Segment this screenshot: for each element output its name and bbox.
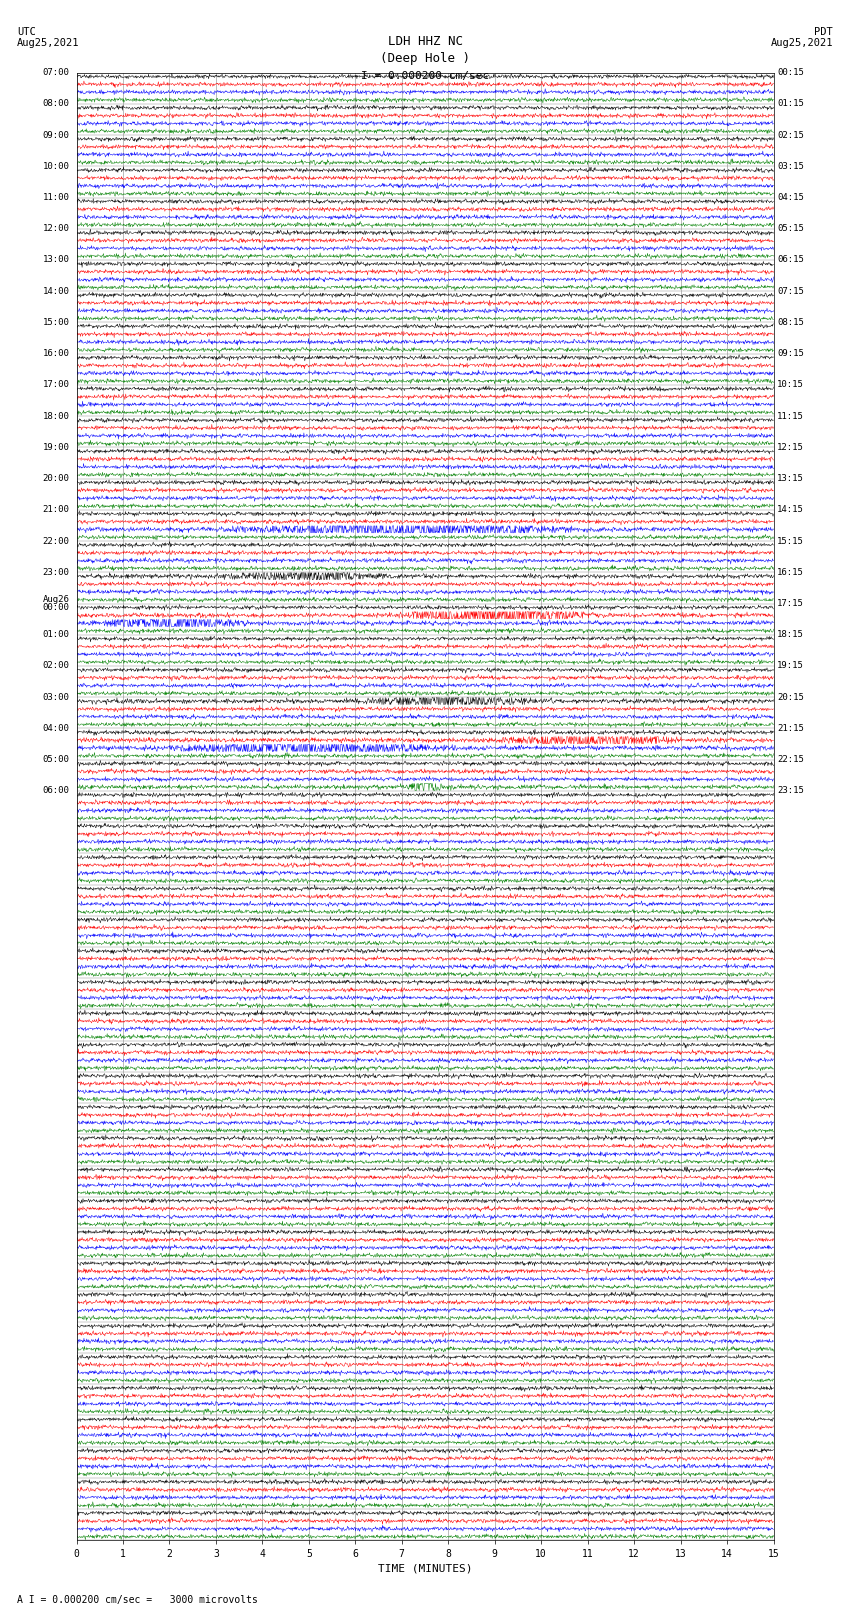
Text: 15:15: 15:15 xyxy=(777,537,804,545)
Text: Aug26
00:00: Aug26 00:00 xyxy=(42,595,70,613)
Text: 05:00: 05:00 xyxy=(42,755,70,765)
Text: 04:15: 04:15 xyxy=(777,194,804,202)
Text: 14:00: 14:00 xyxy=(42,287,70,295)
Text: 14:15: 14:15 xyxy=(777,505,804,515)
Text: 08:00: 08:00 xyxy=(42,100,70,108)
Text: 12:00: 12:00 xyxy=(42,224,70,234)
Text: A I = 0.000200 cm/sec =   3000 microvolts: A I = 0.000200 cm/sec = 3000 microvolts xyxy=(17,1595,258,1605)
Text: 20:00: 20:00 xyxy=(42,474,70,482)
Text: 04:00: 04:00 xyxy=(42,724,70,732)
Text: 23:00: 23:00 xyxy=(42,568,70,577)
Text: 19:00: 19:00 xyxy=(42,444,70,452)
Text: LDH HHZ NC: LDH HHZ NC xyxy=(388,35,462,48)
Text: 16:15: 16:15 xyxy=(777,568,804,577)
Text: 21:15: 21:15 xyxy=(777,724,804,732)
X-axis label: TIME (MINUTES): TIME (MINUTES) xyxy=(377,1563,473,1574)
Text: 00:15: 00:15 xyxy=(777,68,804,77)
Text: 05:15: 05:15 xyxy=(777,224,804,234)
Text: 22:15: 22:15 xyxy=(777,755,804,765)
Text: 12:15: 12:15 xyxy=(777,444,804,452)
Text: 01:15: 01:15 xyxy=(777,100,804,108)
Text: 02:00: 02:00 xyxy=(42,661,70,671)
Text: (Deep Hole ): (Deep Hole ) xyxy=(380,52,470,65)
Text: 09:15: 09:15 xyxy=(777,348,804,358)
Text: 03:00: 03:00 xyxy=(42,692,70,702)
Text: 11:15: 11:15 xyxy=(777,411,804,421)
Text: 18:00: 18:00 xyxy=(42,411,70,421)
Text: 22:00: 22:00 xyxy=(42,537,70,545)
Text: 21:00: 21:00 xyxy=(42,505,70,515)
Text: UTC
Aug25,2021: UTC Aug25,2021 xyxy=(17,27,80,48)
Text: 17:15: 17:15 xyxy=(777,598,804,608)
Text: 10:00: 10:00 xyxy=(42,161,70,171)
Text: 09:00: 09:00 xyxy=(42,131,70,140)
Text: 13:15: 13:15 xyxy=(777,474,804,482)
Text: 17:00: 17:00 xyxy=(42,381,70,389)
Text: 03:15: 03:15 xyxy=(777,161,804,171)
Text: 07:00: 07:00 xyxy=(42,68,70,77)
Text: 20:15: 20:15 xyxy=(777,692,804,702)
Text: 16:00: 16:00 xyxy=(42,348,70,358)
Text: I = 0.000200 cm/sec: I = 0.000200 cm/sec xyxy=(361,71,489,81)
Text: 19:15: 19:15 xyxy=(777,661,804,671)
Text: 13:00: 13:00 xyxy=(42,255,70,265)
Text: 07:15: 07:15 xyxy=(777,287,804,295)
Text: 10:15: 10:15 xyxy=(777,381,804,389)
Text: 11:00: 11:00 xyxy=(42,194,70,202)
Text: PDT
Aug25,2021: PDT Aug25,2021 xyxy=(770,27,833,48)
Text: 23:15: 23:15 xyxy=(777,787,804,795)
Text: 06:15: 06:15 xyxy=(777,255,804,265)
Text: 01:00: 01:00 xyxy=(42,631,70,639)
Text: 18:15: 18:15 xyxy=(777,631,804,639)
Text: 08:15: 08:15 xyxy=(777,318,804,327)
Text: 06:00: 06:00 xyxy=(42,787,70,795)
Text: 15:00: 15:00 xyxy=(42,318,70,327)
Text: 02:15: 02:15 xyxy=(777,131,804,140)
